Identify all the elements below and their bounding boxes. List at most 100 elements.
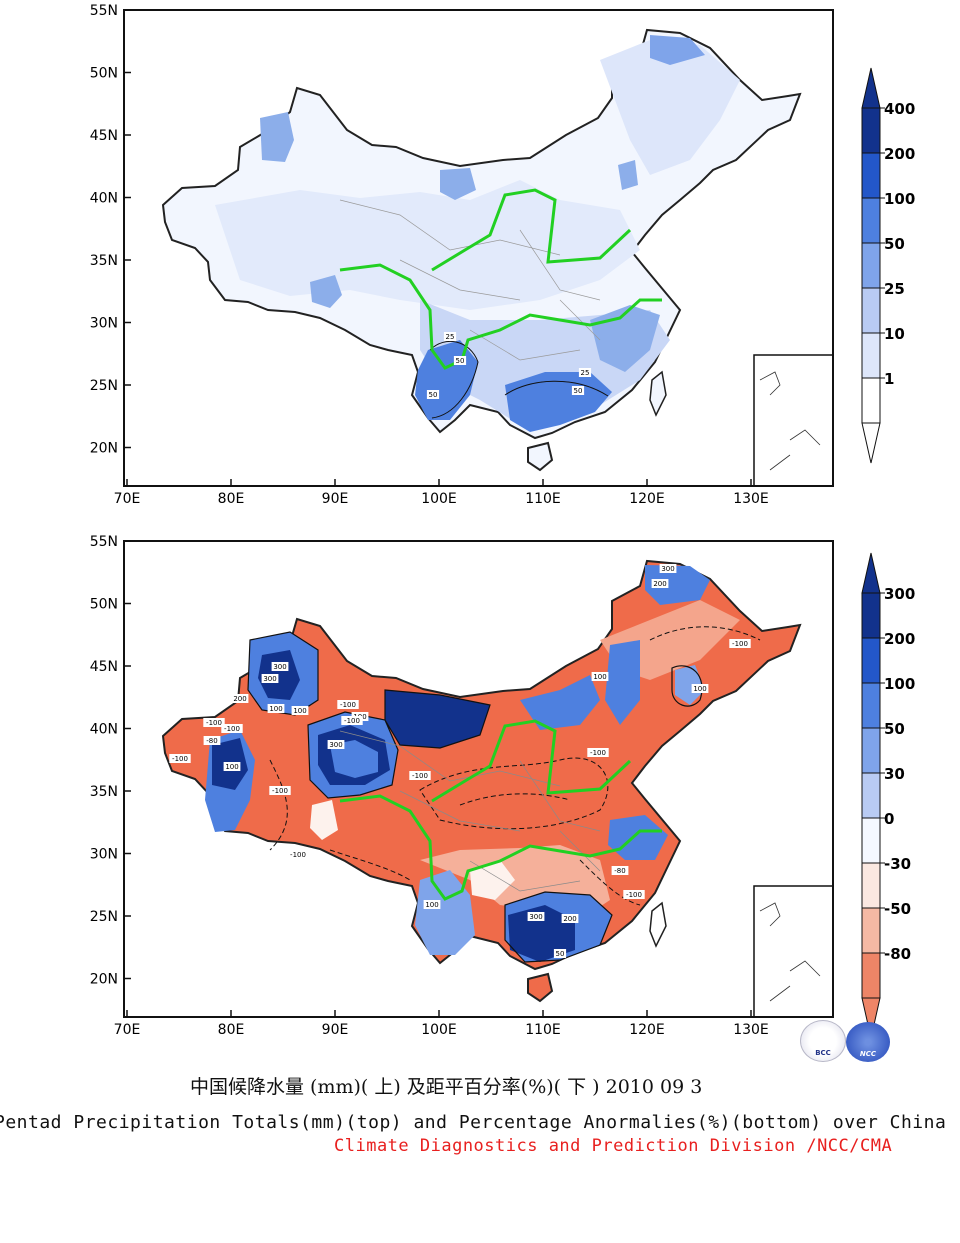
contour-label-bg <box>291 706 309 715</box>
contour-label: -100 <box>206 719 222 727</box>
colorbar-label: 25 <box>884 280 905 298</box>
bottom-wet-jilin <box>675 665 705 705</box>
contour-label-bg <box>423 900 441 909</box>
top-province-lines <box>339 199 601 361</box>
colorbar-swatch <box>861 107 881 154</box>
colorbar-swatch <box>861 862 881 909</box>
top-south-china-sea-inset <box>753 354 833 486</box>
bottom-map-axes: 55N 50N 45N 40N 35N 30N 25N 20N 70E 80E 90E 100E 110… <box>90 534 769 1038</box>
lon-label: 110E <box>525 1022 561 1038</box>
contour-label-bg <box>578 368 592 377</box>
contour-label: 50 <box>456 357 465 365</box>
colorbar-max-arrow <box>861 67 881 109</box>
bottom-rainbelt-line <box>339 719 662 901</box>
top-map-axes: 55N 50N 45N 40N 35N 30N 25N 20N 70E 80E 90E 100E 110… <box>90 3 769 507</box>
lat-label: 30N <box>90 316 118 332</box>
lon-label: 120E <box>629 491 665 507</box>
top-patch-medium <box>650 35 705 65</box>
bottom-contour-labels: 300300200100100-100-100-80-100-100300100… <box>169 564 751 958</box>
bottom-wet-northwest-core <box>258 650 300 700</box>
bottom-wet-inner-mongolia <box>520 675 600 730</box>
colorbar-max-arrow <box>861 552 881 594</box>
bottom-province-lines <box>339 730 601 892</box>
bottom-wet-tarim-inner <box>330 740 378 778</box>
contour-label: 300 <box>661 565 674 573</box>
contour-label-bg <box>527 912 545 921</box>
contour-label: 200 <box>653 580 666 588</box>
bottom-wet-tibet-east <box>310 800 338 840</box>
top-patch-strong <box>505 372 612 432</box>
contour-label: 100 <box>425 901 438 909</box>
colorbar-label: 30 <box>884 765 905 783</box>
lat-label: 50N <box>90 66 118 82</box>
contour-label-bg <box>203 718 225 727</box>
bottom-south-china-sea-inset <box>753 885 833 1017</box>
lat-label: 45N <box>90 128 118 144</box>
contour-label-bg <box>223 762 241 771</box>
contour-label: 200 <box>563 915 576 923</box>
lon-label: 110E <box>525 491 561 507</box>
bottom-map-frame <box>123 540 834 1018</box>
top-patch-medium <box>310 275 342 308</box>
lon-label: 70E <box>114 1022 141 1038</box>
contour-label: 300 <box>329 741 342 749</box>
contour-label: -100 <box>732 640 748 648</box>
top-patch-medium <box>618 160 638 190</box>
bottom-hainan <box>527 972 554 1003</box>
colorbar-label: 0 <box>884 810 894 828</box>
contour-label-bg <box>337 700 359 709</box>
bottom-wet-jiangnan <box>608 815 668 860</box>
contour-label: -100 <box>344 717 360 725</box>
colorbar-swatch <box>861 817 881 864</box>
contour-label: 100 <box>593 673 606 681</box>
contour-label-bg <box>327 740 345 749</box>
colorbar-min-arrow <box>861 997 881 1039</box>
chinese-title: 中国候降水量 (mm)( 上) 及距平百分率(%)( 下 ) 2010 09 3 <box>190 1076 703 1098</box>
colorbar-label: 200 <box>884 145 915 163</box>
contour-label: 200 <box>233 695 246 703</box>
contour-label-bg <box>623 890 645 899</box>
lat-label: 45N <box>90 659 118 675</box>
contour-label: 100 <box>293 707 306 715</box>
bottom-inset-coast <box>759 902 821 1002</box>
lat-label: 55N <box>90 534 118 550</box>
contour-label: 300 <box>529 913 542 921</box>
lat-label: 35N <box>90 253 118 269</box>
colorbar-label: 1 <box>884 370 894 388</box>
top-colorbar: 400 200 100 50 25 10 1 <box>861 67 915 464</box>
contour-label-bg <box>231 694 249 703</box>
contour-label-bg <box>611 866 629 875</box>
contour-label-bg <box>221 724 243 733</box>
contour-label: 50 <box>556 950 565 958</box>
contour-label-bg <box>453 356 467 365</box>
top-taiwan <box>649 370 667 417</box>
colorbar-swatch <box>861 907 881 954</box>
lon-label: 80E <box>218 1022 245 1038</box>
english-title: Pentad Precipitation Totals(mm)(top) and… <box>0 1112 947 1133</box>
contour-label-bg <box>287 850 309 859</box>
bcc-logo: BCC <box>800 1020 846 1062</box>
contour-label-bg <box>691 684 709 693</box>
colorbar-swatch <box>861 637 881 684</box>
lat-label: 35N <box>90 784 118 800</box>
contour-label-bg <box>553 949 567 958</box>
contour-label-bg <box>659 564 677 573</box>
contour-label: 25 <box>581 369 590 377</box>
contour-label: 25 <box>446 333 455 341</box>
top-patch-light <box>600 40 740 175</box>
colorbar-swatch <box>861 197 881 244</box>
lat-label: 30N <box>90 847 118 863</box>
ncc-logo: NCC <box>846 1022 890 1062</box>
bottom-map-fills <box>161 559 833 1017</box>
colorbar-swatch <box>861 952 881 999</box>
bottom-contours-negative <box>269 626 761 906</box>
contour-label: -100 <box>224 725 240 733</box>
contour-label: -100 <box>272 787 288 795</box>
colorbar-label: 200 <box>884 630 915 648</box>
contour-label: 300 <box>273 663 286 671</box>
contour-label-bg <box>426 390 440 399</box>
top-patch-light <box>215 180 640 310</box>
top-map-fills <box>161 28 833 486</box>
contour-label: 50 <box>429 391 438 399</box>
